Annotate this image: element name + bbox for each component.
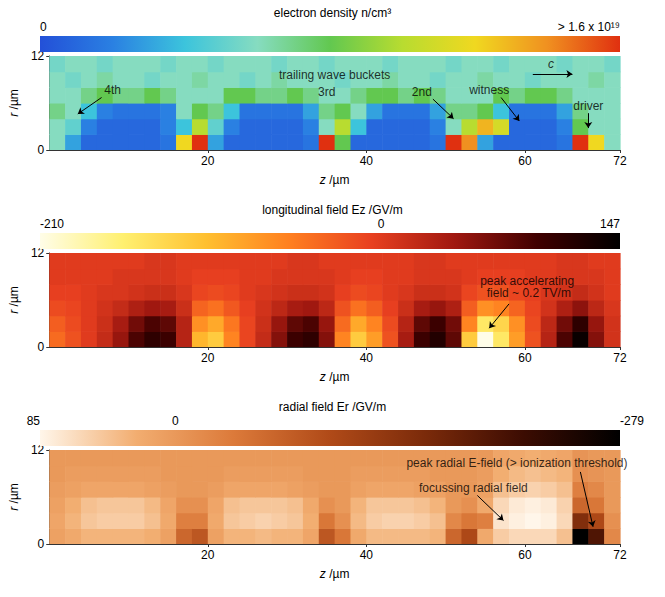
svg-text:/µm: /µm [7, 483, 21, 507]
svg-text:peak accelerating: peak accelerating [480, 274, 578, 289]
svg-text:/µm: /µm [7, 89, 21, 113]
svg-text:/µm: /µm [7, 286, 21, 310]
svg-text:z: z [319, 567, 326, 581]
svg-text:z: z [319, 370, 326, 384]
svg-text:72: 72 [613, 351, 627, 365]
svg-text:20: 20 [201, 351, 215, 365]
svg-text:/µm: /µm [326, 173, 350, 187]
svg-text:-279: -279 [620, 414, 644, 428]
svg-text:0: 0 [172, 414, 179, 428]
svg-text:60: 60 [518, 154, 532, 168]
svg-text:12: 12 [30, 49, 45, 63]
svg-text:field ~ 0.2 TV/m: field ~ 0.2 TV/m [487, 286, 571, 300]
svg-text:/µm: /µm [326, 370, 350, 384]
svg-text:4th: 4th [104, 83, 121, 97]
svg-text:-210: -210 [40, 217, 64, 231]
svg-text:2nd: 2nd [412, 85, 432, 99]
svg-text:12: 12 [30, 443, 45, 457]
svg-text:40: 40 [360, 154, 374, 168]
svg-text:20: 20 [201, 154, 215, 168]
svg-text:r: r [7, 112, 21, 117]
svg-text:r: r [7, 309, 21, 314]
svg-text:longitudinal field Ez /GV/m: longitudinal field Ez /GV/m [262, 203, 403, 217]
svg-text:trailing wave buckets: trailing wave buckets [279, 68, 390, 82]
svg-text:/µm: /µm [326, 567, 350, 581]
svg-text:40: 40 [360, 351, 374, 365]
svg-text:3rd: 3rd [318, 85, 335, 99]
svg-text:85: 85 [27, 414, 41, 428]
svg-text:20: 20 [201, 548, 215, 562]
svg-text:0: 0 [378, 217, 385, 231]
svg-text:12: 12 [30, 246, 45, 260]
svg-text:focussing radial field: focussing radial field [419, 481, 528, 495]
svg-text:z: z [319, 173, 326, 187]
svg-text:0: 0 [40, 20, 47, 34]
svg-text:60: 60 [518, 548, 532, 562]
svg-text:radial field Er /GV/m: radial field Er /GV/m [279, 400, 386, 414]
svg-text:peak radial E-field (> ionizat: peak radial E-field (> ionization thresh… [406, 456, 627, 470]
svg-text:72: 72 [613, 548, 627, 562]
svg-text:> 1.6 x 10¹⁹: > 1.6 x 10¹⁹ [558, 20, 620, 34]
svg-text:0: 0 [38, 143, 45, 157]
svg-text:40: 40 [360, 548, 374, 562]
svg-text:r: r [7, 506, 21, 511]
svg-text:0: 0 [38, 340, 45, 354]
svg-text:c: c [548, 57, 554, 71]
svg-text:witness: witness [468, 83, 509, 97]
svg-text:147: 147 [600, 217, 620, 231]
svg-text:electron density n/cm³: electron density n/cm³ [274, 6, 391, 20]
svg-text:0: 0 [38, 537, 45, 551]
svg-text:driver: driver [573, 99, 603, 113]
svg-text:60: 60 [518, 351, 532, 365]
svg-text:72: 72 [613, 154, 627, 168]
